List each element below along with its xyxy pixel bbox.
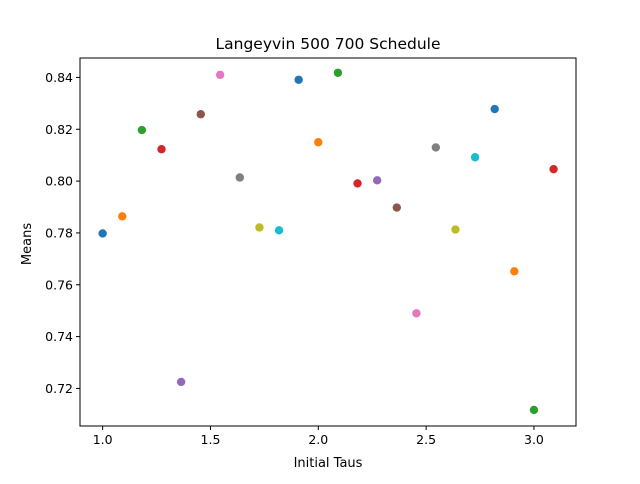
scatter-point-13 bbox=[333, 68, 343, 77]
y-tick-label: 0.76 bbox=[45, 277, 73, 292]
y-tick-label: 0.84 bbox=[45, 70, 73, 85]
scatter-point-3 bbox=[137, 125, 147, 135]
scatter-point-16 bbox=[392, 203, 401, 212]
scatter-point-19 bbox=[451, 225, 460, 234]
axes-frame bbox=[79, 57, 577, 427]
x-axis-label: Initial Taus bbox=[294, 456, 363, 471]
chart-title: Langeyvin 500 700 Schedule bbox=[216, 35, 441, 53]
scatter-point-14 bbox=[353, 179, 362, 188]
y-tick-label: 0.72 bbox=[45, 381, 73, 396]
scatter-point-22 bbox=[510, 267, 519, 276]
y-tick-label: 0.80 bbox=[45, 174, 73, 189]
x-tick-label: 2.0 bbox=[308, 432, 328, 447]
scatter-point-5 bbox=[176, 377, 186, 387]
scatter-point-7 bbox=[215, 70, 225, 80]
y-axis-label: Means bbox=[20, 223, 35, 265]
scatter-point-8 bbox=[235, 173, 244, 182]
data-points bbox=[98, 68, 558, 415]
scatter-point-6 bbox=[196, 110, 205, 119]
x-tick-label: 1.5 bbox=[201, 432, 221, 447]
scatter-point-15 bbox=[372, 176, 382, 185]
scatter-point-9 bbox=[255, 223, 264, 232]
scatter-point-4 bbox=[157, 145, 166, 154]
scatter-point-23 bbox=[529, 405, 539, 415]
scatter-point-12 bbox=[314, 138, 323, 147]
scatter-point-11 bbox=[294, 75, 303, 84]
x-tick-label: 3.0 bbox=[524, 432, 544, 447]
y-tick-label: 0.82 bbox=[45, 122, 73, 137]
scatter-point-1 bbox=[98, 229, 107, 238]
scatter-point-24 bbox=[549, 164, 558, 174]
scatter-point-21 bbox=[490, 104, 499, 114]
x-axis-ticks: 1.0 1.5 2.0 2.5 3.0 bbox=[93, 426, 544, 447]
scatter-point-20 bbox=[470, 153, 480, 162]
scatter-point-18 bbox=[431, 143, 441, 152]
y-tick-label: 0.78 bbox=[45, 225, 73, 240]
y-axis-ticks: 0.72 0.74 0.76 0.78 0.80 0.82 0.84 bbox=[45, 70, 80, 396]
scatter-point-2 bbox=[118, 212, 127, 221]
scatter-point-17 bbox=[412, 309, 421, 318]
x-tick-label: 2.5 bbox=[416, 432, 436, 447]
y-tick-label: 0.74 bbox=[45, 329, 73, 344]
scatter-point-10 bbox=[274, 226, 284, 235]
x-tick-label: 1.0 bbox=[93, 432, 113, 447]
